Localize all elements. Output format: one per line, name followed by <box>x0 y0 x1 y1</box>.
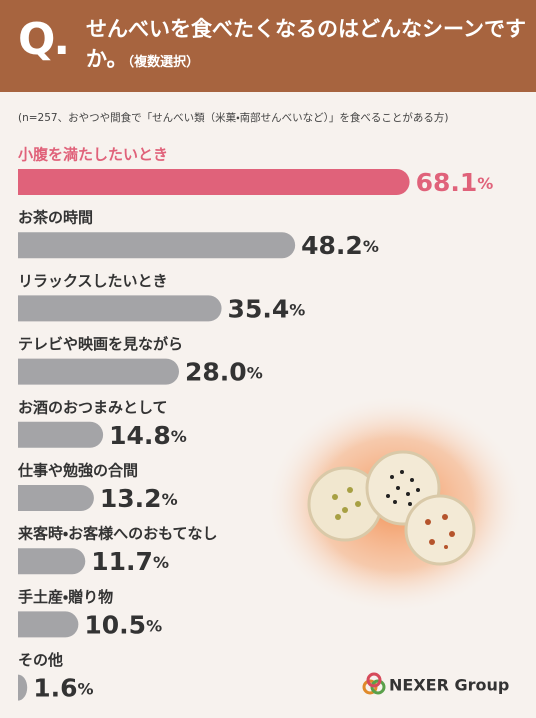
bar <box>18 232 296 259</box>
category-label: リラックスしたいとき <box>18 272 168 290</box>
value-label: 14.8% <box>109 421 187 450</box>
logo-text: NEXER Group <box>389 676 509 695</box>
title-text: せんべいを食べたくなるのはどんなシーンですか。 <box>86 17 526 71</box>
category-label: 手土産・贈り物 <box>18 588 113 606</box>
value-label: 11.7% <box>91 547 169 576</box>
category-label: 小腹を満たしたいとき <box>18 146 168 164</box>
category-label: その他 <box>18 651 63 669</box>
bar <box>18 548 86 575</box>
bar <box>18 674 28 701</box>
illustration <box>265 394 525 614</box>
value-label: 1.6% <box>33 674 93 703</box>
logo: NEXER Group <box>362 672 509 695</box>
q-mark: Q. <box>18 14 70 65</box>
bar <box>18 421 104 448</box>
value-label: 13.2% <box>100 484 178 513</box>
category-label: 仕事や勉強の合間 <box>17 462 138 480</box>
bar <box>18 485 94 511</box>
value-label: 48.2% <box>301 231 379 260</box>
category-label: 来客時・お客様へのおもてなし <box>17 525 218 543</box>
bar <box>18 611 79 638</box>
category-label: お茶の時間 <box>18 209 93 227</box>
title-note: （複数選択） <box>127 55 200 70</box>
category-label: お酒のおつまみとして <box>18 398 168 416</box>
title: せんべいを食べたくなるのはどんなシーンですか。（複数選択） <box>86 14 526 78</box>
header: Q. せんべいを食べたくなるのはどんなシーンですか。（複数選択） <box>0 0 536 92</box>
value-label: 28.0% <box>185 358 263 387</box>
subtitle: (n=257、おやつや間食で「せんべい類（米菓・南部せんべいなど）」を食べること… <box>18 111 449 124</box>
value-label: 68.1% <box>416 168 494 197</box>
value-label: 35.4% <box>228 294 306 323</box>
value-label: 10.5% <box>84 610 162 639</box>
bar <box>18 169 410 195</box>
chart: (n=257、おやつや間食で「せんべい類（米菓・南部せんべいなど）」を食べること… <box>17 111 525 703</box>
bar <box>18 358 179 385</box>
category-label: テレビや映画を見ながら <box>18 335 183 353</box>
bar <box>18 295 222 322</box>
